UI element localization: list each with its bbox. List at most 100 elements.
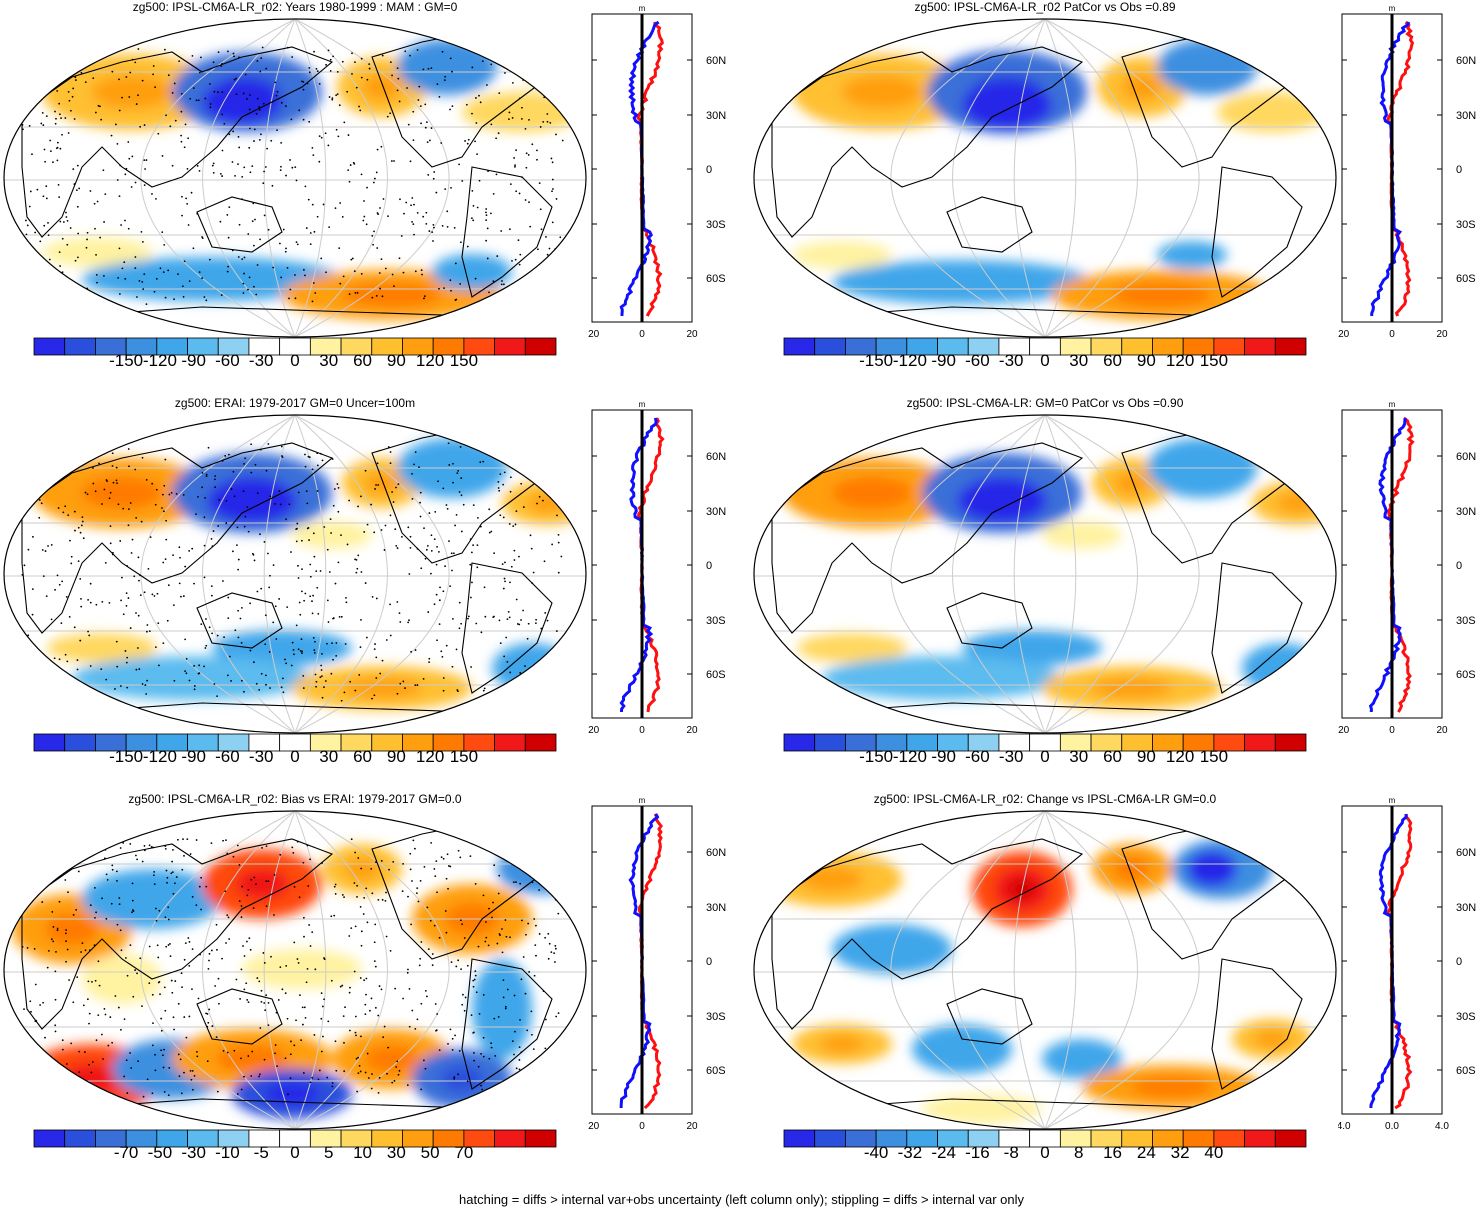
stipple-dot <box>126 974 129 977</box>
stipple-dot <box>210 537 213 540</box>
colorbar-tick-label: -90 <box>181 747 206 766</box>
longitude-gridline <box>263 415 296 733</box>
stipple-dot <box>81 520 84 523</box>
stipple-dot <box>502 996 505 999</box>
stipple-dot <box>37 272 39 274</box>
stipple-dot <box>83 291 86 294</box>
stipple-dot <box>292 648 295 651</box>
stipple-dot <box>125 605 128 607</box>
stipple-dot <box>458 491 461 493</box>
stipple-dot <box>133 575 136 578</box>
stipple-dot <box>493 1017 496 1020</box>
coastline <box>461 958 553 1090</box>
stipple-dot <box>215 1036 218 1039</box>
stipple-dot <box>354 558 357 561</box>
stipple-dot <box>531 582 534 585</box>
stipple-dot <box>76 668 79 671</box>
stipple-dot <box>75 858 77 861</box>
stipple-dot <box>198 664 201 667</box>
stipple-dot <box>54 588 56 591</box>
stipple-dot <box>263 541 266 543</box>
stipple-dot <box>190 191 193 194</box>
stipple-dot <box>555 630 558 632</box>
anomaly-contour <box>1242 643 1322 693</box>
stipple-dot <box>280 165 282 168</box>
stipple-dot <box>120 1028 122 1031</box>
stipple-dot <box>380 145 383 148</box>
stipple-dot <box>553 90 555 93</box>
stipple-dot <box>476 544 479 546</box>
stipple-dot <box>410 923 412 926</box>
stipple-dot <box>309 945 312 947</box>
stipple-dot <box>306 82 309 85</box>
stipple-dot <box>255 112 258 115</box>
longitude-gridline <box>294 19 388 337</box>
colorbar-tick-label: -16 <box>965 1143 990 1162</box>
stipple-dot <box>108 497 111 500</box>
stipple-dot <box>316 490 319 492</box>
stipple-dot <box>551 190 553 193</box>
stipple-dot <box>285 662 288 665</box>
stipple-dot <box>249 948 252 951</box>
colorbar-tick-label: -30 <box>248 747 274 766</box>
stipple-dot <box>334 893 337 895</box>
stipple-dot <box>480 1084 482 1087</box>
stipple-dot <box>237 609 240 612</box>
anomaly-contour <box>1217 92 1327 132</box>
stipple-dot <box>397 1073 400 1076</box>
stipple-dot <box>427 611 430 613</box>
latitude-label: 60N <box>706 451 726 463</box>
stipple-dot <box>131 911 133 914</box>
stipple-dot <box>370 867 373 870</box>
stipple-dot <box>375 484 377 486</box>
stipple-dot <box>61 1039 64 1042</box>
stipple-dot <box>409 546 412 549</box>
stipple-dot <box>136 972 138 975</box>
stipple-dot <box>94 227 96 230</box>
stipple-dot <box>323 957 325 959</box>
stipple-dot <box>357 1072 360 1075</box>
stipple-dot <box>160 1049 163 1052</box>
stipple-dot <box>551 161 554 164</box>
stipple-dot <box>162 1054 164 1057</box>
stipple-dot <box>71 95 74 98</box>
stipple-dot <box>433 924 436 927</box>
stipple-dot <box>423 527 425 530</box>
stipple-dot <box>360 944 363 947</box>
stipple-dot <box>130 186 133 188</box>
stipple-dot <box>196 1055 199 1058</box>
stipple-dot <box>40 470 43 473</box>
stipple-dot <box>297 564 299 567</box>
stipple-dot <box>258 1075 260 1078</box>
colorbar-tick-label: -8 <box>1003 1143 1019 1162</box>
stipple-dot <box>141 860 144 863</box>
stipple-dot <box>221 459 224 462</box>
stipple-dot <box>314 673 317 676</box>
profile-units: m <box>639 796 646 805</box>
stipple-dot <box>42 664 45 666</box>
stipple-dot <box>492 616 495 619</box>
stipple-dot <box>416 887 419 890</box>
stipple-dot <box>345 596 347 599</box>
anomaly-core <box>986 94 1028 116</box>
stipple-dot <box>235 978 238 981</box>
stipple-dot <box>227 916 230 919</box>
stipple-dot <box>383 549 386 551</box>
stipple-dot <box>67 132 70 134</box>
stipple-dot <box>459 241 462 244</box>
map-border <box>3 810 587 1130</box>
longitude-gridline <box>1044 811 1138 1129</box>
stipple-dot <box>263 170 265 173</box>
stipple-dot <box>396 67 399 70</box>
stipple-dot <box>77 526 80 529</box>
stipple-dot <box>509 671 512 674</box>
stipple-dot <box>61 1048 64 1051</box>
longitude-gridline <box>294 415 388 733</box>
stipple-dot <box>387 1046 390 1049</box>
stipple-dot <box>476 153 478 156</box>
stipple-dot <box>276 90 279 93</box>
stipple-dot <box>331 1082 334 1084</box>
stipple-dot <box>296 840 299 843</box>
stipple-dot <box>479 525 482 528</box>
stipple-dot <box>127 597 130 599</box>
